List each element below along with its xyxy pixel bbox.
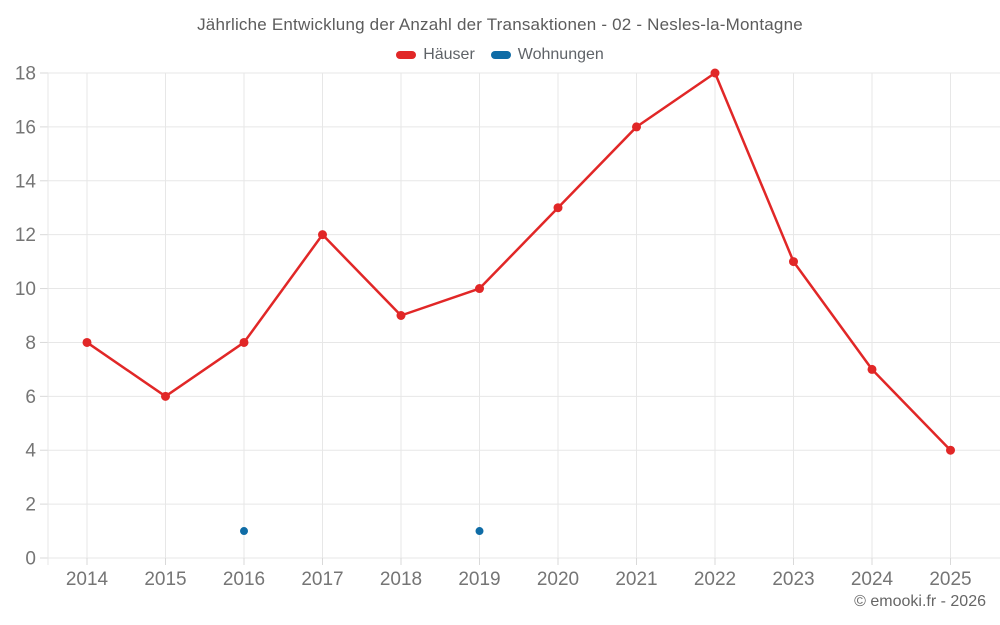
data-point (396, 311, 406, 320)
legend-item-label: Häuser (423, 46, 475, 63)
y-axis-label: 4 (25, 441, 36, 462)
x-axis-label: 2019 (458, 569, 500, 590)
y-axis-label: 8 (25, 333, 36, 354)
data-point (240, 527, 248, 536)
data-point (82, 337, 92, 347)
legend-swatch-icon (396, 51, 417, 59)
chart-legend: Häuser Wohnungen (0, 46, 1000, 64)
data-point (946, 445, 955, 455)
y-axis-label: 12 (15, 225, 36, 246)
data-point (161, 391, 170, 401)
legend-item-häuser[interactable]: Häuser (396, 46, 475, 64)
data-point (475, 527, 484, 536)
legend-swatch-icon (490, 51, 511, 59)
x-axis-label: 2018 (380, 569, 422, 590)
x-axis-label: 2023 (772, 569, 814, 590)
attribution-text: © emooki.fr - 2026 (854, 593, 986, 610)
data-point (632, 122, 641, 132)
legend-item-label: Wohnungen (517, 46, 604, 63)
series-line (85, 71, 952, 452)
x-axis-label: 2016 (223, 569, 265, 590)
data-point (553, 203, 563, 213)
series-häuser (82, 68, 955, 455)
x-axis-label: 2017 (301, 569, 343, 590)
x-axis-label: 2014 (66, 569, 109, 590)
legend-item-wohnungen[interactable]: Wohnungen (490, 46, 604, 64)
data-point (475, 284, 484, 294)
x-axis-label: 2020 (537, 569, 579, 590)
data-point (318, 230, 327, 240)
data-point (239, 337, 249, 347)
data-point (867, 364, 877, 374)
x-grid-and-labels: 2014 2015 2016 2017 2018 2019 2020 2021 2022 2023… (47, 73, 972, 590)
data-point (789, 257, 798, 267)
x-axis-label: 2015 (144, 569, 186, 590)
y-axis-label: 18 (15, 64, 36, 85)
y-axis-label: 10 (15, 279, 36, 300)
y-axis-label: 6 (25, 387, 36, 408)
y-axis-label: 2 (25, 495, 36, 516)
y-grid-and-labels: 0 2 4 6 8 10 12 14 16 18 (15, 64, 1000, 570)
y-axis-label: 14 (15, 171, 37, 192)
x-axis-label: 2024 (851, 569, 894, 590)
series-wohnungen (240, 527, 484, 536)
data-point (710, 68, 720, 78)
x-axis-label: 2022 (694, 569, 736, 590)
y-axis-label: 16 (15, 117, 36, 138)
chart-title: Jährliche Entwicklung der Anzahl der Tra… (197, 15, 803, 34)
x-axis-label: 2021 (615, 569, 657, 590)
y-axis-label: 0 (25, 549, 36, 570)
x-axis-label: 2025 (929, 569, 971, 590)
